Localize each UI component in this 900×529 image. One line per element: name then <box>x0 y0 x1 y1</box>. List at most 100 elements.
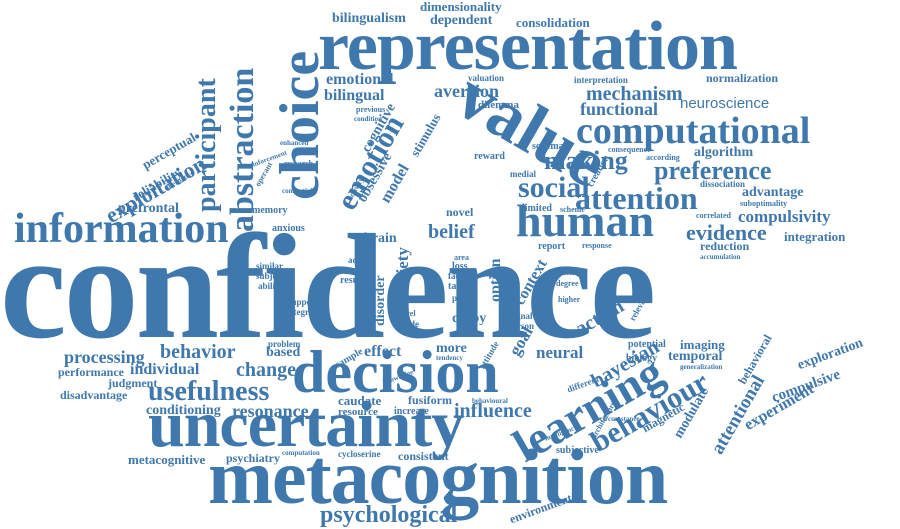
word-option: option <box>487 258 504 302</box>
word-potential: potential <box>628 339 666 350</box>
word-condition: condition <box>354 115 383 123</box>
word-problem: problem <box>268 339 301 349</box>
word-schema: schema <box>532 141 564 152</box>
word-algorithm: algorithm <box>694 145 754 160</box>
word-neuroscience: neuroscience <box>680 95 770 112</box>
word-emotional: emotional <box>326 71 394 88</box>
word-generalization: generalization <box>680 363 723 371</box>
word-human: human <box>516 195 655 246</box>
word-reward: reward <box>474 151 505 162</box>
word-disadvantage: disadvantage <box>60 388 128 402</box>
word-integrate: integrate <box>286 307 321 317</box>
word-belief: belief <box>428 221 475 243</box>
word-cycloserine: cycloserine <box>338 449 381 459</box>
word-behavior: behavior <box>160 341 236 363</box>
word-tendency: tendency <box>436 354 463 362</box>
word-imaging: imaging <box>680 337 725 352</box>
word-metacognition: metacognition <box>208 433 668 520</box>
word-participant: participant <box>191 78 222 212</box>
word-consequence: consequence <box>608 145 651 154</box>
word-metacognitive: metacognitive <box>128 452 206 467</box>
word-level: level <box>400 309 416 318</box>
word-adult: adult <box>348 255 369 265</box>
word-consolidation: consolidation <box>516 15 590 30</box>
word-dissociation: dissociation <box>700 179 746 189</box>
word-neural: neural <box>536 343 584 362</box>
word-enhanced: enhanced <box>280 139 309 147</box>
word-subject: subject <box>256 271 284 281</box>
word-integration: integration <box>784 229 846 244</box>
word-uncertainty: uncertainty <box>148 388 464 461</box>
word-caudate: caudate <box>338 393 382 408</box>
word-computation: computation <box>282 449 320 457</box>
word-behavioural: behavioural <box>472 397 508 405</box>
word-result: result <box>340 275 365 286</box>
word-psychiatry: psychiatry <box>226 451 280 465</box>
word-support: support <box>288 297 319 307</box>
word-correlated: correlated <box>696 211 731 220</box>
word-normalization: normalization <box>706 71 778 85</box>
word-judgment: judgment <box>108 376 158 390</box>
word-response: response <box>582 241 612 250</box>
word-confidence: confidence <box>0 204 656 370</box>
word-report: report <box>538 241 566 252</box>
word-bilingualism: bilingualism <box>332 11 406 26</box>
word-compulsivity: compulsivity <box>738 207 831 226</box>
word-loss: loss <box>452 261 468 272</box>
word-connectivity: connectivity <box>282 187 319 195</box>
word-resonance: resonance <box>232 401 309 421</box>
word-information: information <box>14 206 229 252</box>
word-suboptimality: suboptimality <box>740 199 788 208</box>
word-aversion: aversion <box>434 81 499 101</box>
word-decision: decision <box>292 339 499 405</box>
word-accumulation: accumulation <box>700 253 741 261</box>
word-taking: taking <box>558 267 586 278</box>
word-influence: influence <box>454 400 532 422</box>
word-interpretation: interpretation <box>574 75 628 85</box>
word-previous: previous <box>356 105 386 114</box>
word-memory: memory <box>252 205 288 216</box>
word-change: change <box>236 359 296 381</box>
word-similar: similar <box>256 261 283 271</box>
word-advantage: advantage <box>742 185 804 200</box>
word-stimulus: stimulus <box>407 110 444 159</box>
word-task: task <box>448 281 466 292</box>
word-social: social <box>518 171 590 204</box>
word-scheme: scheme <box>560 205 585 214</box>
word-functional: functional <box>580 99 659 119</box>
word-evidence: evidence <box>686 220 767 245</box>
word-conditioning: conditioning <box>146 403 221 418</box>
word-guide: guide <box>398 319 420 329</box>
word-increase: increase <box>394 406 429 417</box>
word-prefrontal: prefrontal <box>118 201 179 216</box>
word-circumstance: circumstance <box>600 415 640 423</box>
word-fusiform: fusiform <box>408 393 452 407</box>
word-reduction: reduction <box>700 239 750 253</box>
word-according: according <box>646 153 680 162</box>
word-consistent: consistent <box>398 449 449 463</box>
word-representation: representation <box>318 8 738 85</box>
word-dilemma: dilemma <box>478 99 519 111</box>
word-face: face <box>448 271 464 281</box>
word-attention: attention <box>575 180 698 216</box>
word-processing: processing <box>64 347 145 367</box>
word-performance: performance <box>58 365 124 379</box>
word-bilingual: bilingual <box>324 87 385 104</box>
word-anxiety: anxiety <box>393 247 412 300</box>
word-more: more <box>436 341 467 356</box>
word-decoy: decoy <box>452 311 487 326</box>
word-preference: preference <box>654 156 772 185</box>
word-disorder: disorder <box>373 275 388 326</box>
word-ability: ability <box>258 281 283 291</box>
word-area: area <box>454 253 469 262</box>
word-degree: degree <box>556 279 579 288</box>
word-psychological: psychological <box>320 502 458 528</box>
word-temporal: temporal <box>668 349 723 364</box>
word-limited: limited <box>522 203 552 214</box>
word-resource: resource <box>338 406 378 418</box>
word-biology: biology <box>626 353 658 364</box>
word-based: based <box>266 345 301 360</box>
word-signal: signal <box>510 311 533 321</box>
word-anxious: anxious <box>272 223 305 234</box>
